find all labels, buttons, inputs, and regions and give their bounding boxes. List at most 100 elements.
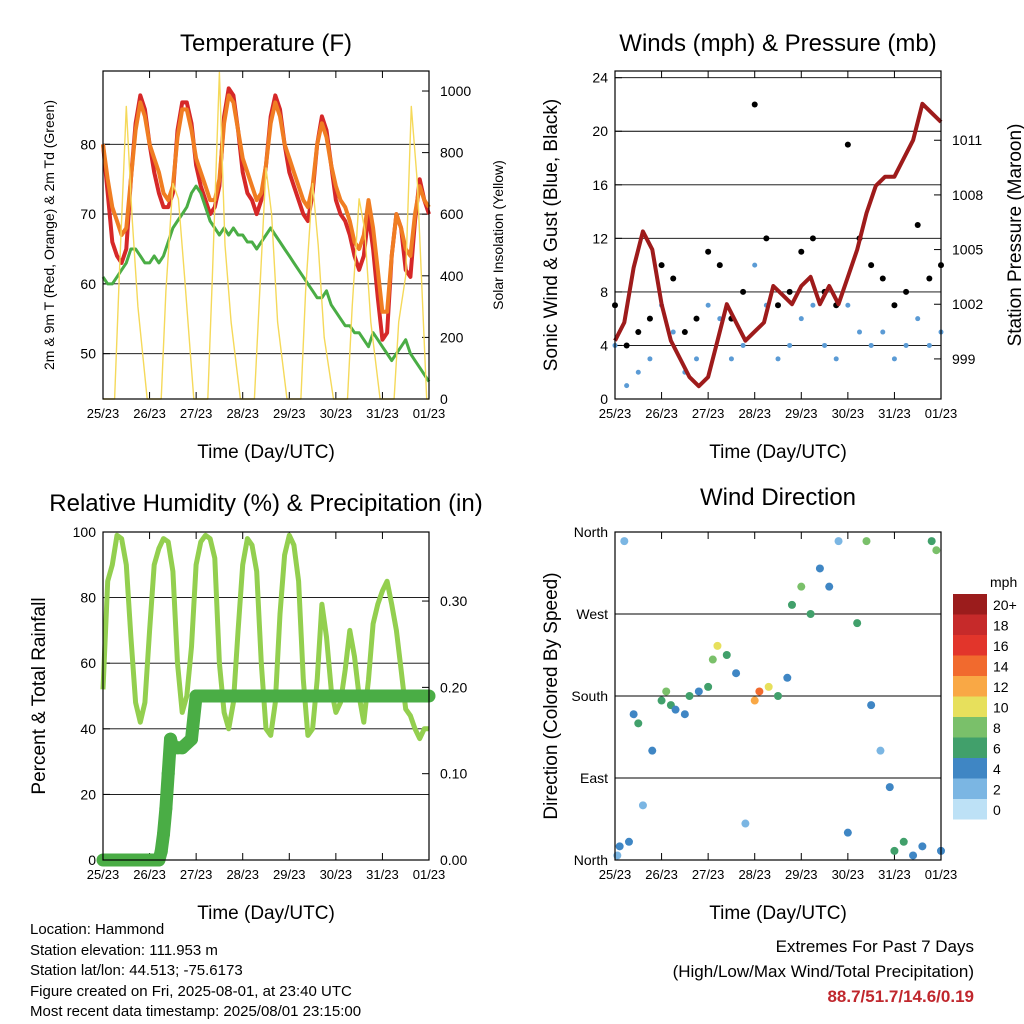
- legend-swatch: [953, 717, 987, 738]
- gust-point: [809, 235, 816, 242]
- gust-point: [798, 248, 805, 255]
- sonic-wind-point: [833, 356, 839, 362]
- sonic-wind-point: [670, 329, 676, 335]
- winds-ytick-label: 20: [592, 123, 608, 139]
- gust-point: [635, 329, 642, 336]
- direction-point: [815, 564, 824, 573]
- gust-point: [903, 288, 910, 295]
- legend-label: 16: [993, 638, 1009, 654]
- wind_direction-xtick-label: 26/23: [645, 867, 678, 882]
- direction-point: [867, 701, 876, 710]
- gust-point: [879, 275, 886, 282]
- winds-ytick-right-label: 999: [952, 351, 976, 367]
- extremes-subtitle: (High/Low/Max Wind/Total Precipitation): [672, 962, 974, 981]
- direction-point: [918, 842, 927, 851]
- winds-xlabel: Time (Day/UTC): [709, 442, 847, 463]
- wind_direction-ytick-label: North: [574, 852, 608, 868]
- direction-point: [741, 819, 750, 828]
- temperature-frame: [102, 70, 430, 400]
- legend-swatch: [953, 778, 987, 799]
- wind_direction-frame: [614, 531, 942, 861]
- temperature-title: Temperature (F): [180, 30, 352, 57]
- winds-ytick-right-label: 1005: [952, 242, 983, 258]
- rh_precip-xtick-label: 26/23: [133, 867, 166, 882]
- rh_precip-title: Relative Humidity (%) & Precipitation (i…: [49, 490, 482, 517]
- temperature-xlabel: Time (Day/UTC): [197, 442, 335, 463]
- recent-timestamp-text: Most recent data timestamp: 2025/08/01 2…: [30, 1003, 362, 1020]
- gust-point: [786, 288, 793, 295]
- gust-point: [926, 275, 933, 282]
- 9m-t-line: [101, 93, 431, 314]
- direction-point: [774, 692, 782, 700]
- rh_precip-xtick-label: 25/23: [87, 867, 120, 882]
- direction-point: [783, 673, 792, 682]
- rh_precip-xtick-label: 29/23: [273, 867, 306, 882]
- direction-point: [634, 719, 643, 728]
- rh_precip-ytick-label: 60: [80, 655, 96, 671]
- gust-point: [681, 329, 688, 336]
- rh_precip-ylabel: Percent & Total Rainfall: [29, 597, 50, 794]
- gust-point: [775, 302, 781, 309]
- wind_direction-xtick-label: 27/23: [692, 867, 725, 882]
- rh_precip-xtick-label: 27/23: [180, 867, 213, 882]
- winds-xtick-label: 29/23: [785, 406, 818, 421]
- direction-point: [899, 837, 908, 846]
- wind_direction-xtick-label: 01/23: [925, 867, 958, 882]
- temperature-chart: Temperature (F)5060708002004006008001000…: [41, 30, 506, 463]
- sonic-wind-point: [868, 342, 874, 348]
- sonic-wind-point: [915, 316, 921, 322]
- sonic-wind-point: [891, 356, 897, 362]
- legend-swatch: [953, 594, 987, 615]
- solar-insolation-line: [103, 71, 429, 400]
- direction-point: [638, 801, 647, 810]
- rh_precip-xtick-label: 01/23: [413, 867, 446, 882]
- sonic-wind-point: [775, 356, 781, 362]
- created-text: Figure created on Fri, 2025-08-01, at 23…: [30, 982, 352, 1000]
- legend-swatch: [953, 737, 987, 758]
- temperature-ytick-label: 50: [80, 346, 96, 362]
- rh_precip-xlabel: Time (Day/UTC): [197, 903, 335, 924]
- direction-point: [885, 783, 894, 792]
- legend-swatch: [953, 799, 987, 820]
- winds-xtick-label: 28/23: [738, 406, 771, 421]
- rh_precip-xtick-label: 31/23: [366, 867, 399, 882]
- legend-label: 2: [993, 782, 1001, 798]
- winds-ylabel-right: Station Pressure (Maroon): [1005, 124, 1024, 347]
- gust-point: [670, 275, 677, 282]
- sonic-wind-point: [845, 302, 851, 308]
- temperature-ytick-label: 80: [80, 136, 96, 152]
- latlon-text: Station lat/lon: 44.513; -75.6173: [30, 962, 243, 979]
- temperature-ytick-right-label: 200: [440, 329, 464, 345]
- temperature-ylabel: 2m & 9m T (Red, Orange) & 2m Td (Green): [41, 100, 57, 370]
- relative-humidity-line: [100, 532, 429, 742]
- extremes-box: Extremes For Past 7 Days (High/Low/Max W…: [673, 934, 974, 1009]
- direction-point: [876, 746, 885, 755]
- sonic-wind-point: [903, 342, 909, 348]
- legend-label: 14: [993, 659, 1009, 675]
- rh_precip-ytick-label: 20: [80, 786, 96, 802]
- legend-swatch: [953, 635, 987, 656]
- direction-point: [657, 696, 666, 705]
- winds-xtick-label: 01/23: [925, 406, 958, 421]
- direction-point: [764, 682, 773, 691]
- legend-label: 0: [993, 802, 1001, 818]
- legend-label: 8: [993, 720, 1001, 736]
- sonic-wind-point: [635, 369, 641, 375]
- sonic-wind-point: [740, 342, 746, 348]
- rh_precip-ytick-label: 0: [88, 852, 96, 868]
- gust-point: [716, 262, 723, 269]
- rh_precip-ytick-label: 80: [80, 590, 96, 606]
- direction-point: [750, 696, 759, 705]
- gust-point: [891, 302, 898, 309]
- direction-point: [732, 669, 741, 678]
- legend-label: 12: [993, 679, 1009, 695]
- gust-point: [658, 262, 665, 269]
- sonic-wind-point: [694, 356, 699, 362]
- gust-point: [763, 235, 770, 242]
- temperature-xtick-label: 30/23: [320, 406, 353, 421]
- winds-chart: Winds (mph) & Pressure (mb) 0 4 8 12 16 20 24 99…: [541, 30, 1024, 463]
- sonic-wind-point: [728, 356, 734, 362]
- temperature-xtick-label: 31/23: [366, 406, 399, 421]
- gust-point: [751, 101, 758, 108]
- winds-xtick-label: 31/23: [878, 406, 911, 421]
